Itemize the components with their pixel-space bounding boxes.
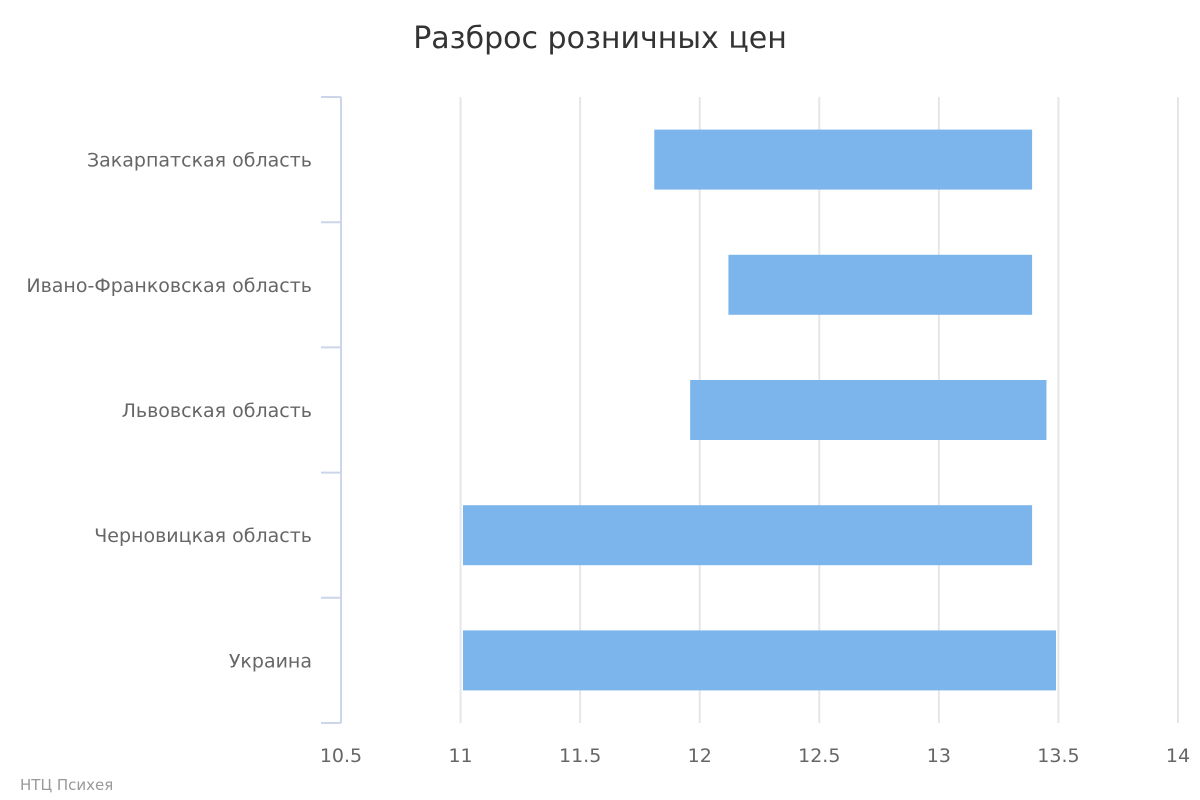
category-label: Закарпатская область (87, 150, 312, 172)
range-bar[interactable] (462, 630, 1057, 691)
category-label: Черновицкая область (94, 525, 312, 547)
tick-label: 12 (688, 745, 712, 767)
category-label: Украина (229, 650, 312, 672)
tick-label: 13 (927, 745, 951, 767)
tick-label: 11.5 (559, 745, 601, 767)
range-bar[interactable] (728, 254, 1033, 315)
tick-label: 11 (448, 745, 472, 767)
tick-label: 14 (1166, 745, 1190, 767)
category-axis (321, 96, 342, 724)
category-label: Ивано-Франковская область (26, 275, 312, 297)
range-bar[interactable] (462, 505, 1033, 566)
credits[interactable]: НТЦ Психея (20, 776, 113, 794)
category-label: Львовская область (122, 400, 312, 422)
tick-label: 10.5 (320, 745, 362, 767)
range-bar[interactable] (654, 129, 1033, 190)
tick-label: 12.5 (798, 745, 840, 767)
range-bar[interactable] (690, 380, 1047, 440)
tick-label: 13.5 (1037, 745, 1079, 767)
chart-title: Разброс розничных цен (413, 21, 787, 56)
bars (462, 129, 1057, 691)
value-axis-labels: 10.5 11 11.5 12 12.5 13 13.5 14 (320, 745, 1190, 767)
category-labels: Закарпатская область Ивано-Франковская об… (26, 150, 312, 673)
